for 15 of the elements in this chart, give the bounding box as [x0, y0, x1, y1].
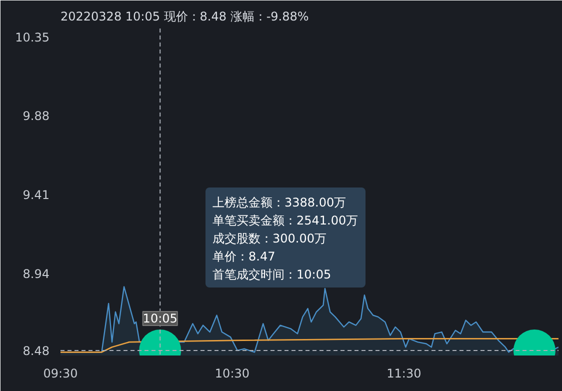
ref-line-label: 10:05: [142, 312, 178, 326]
y-tick-label: 9.88: [22, 109, 50, 124]
x-tick-label: 09:30: [43, 366, 78, 380]
y-tick-label: 8.48: [22, 344, 50, 358]
y-tick-label: 9.41: [22, 188, 50, 202]
annotation: 单笔买卖金额：2541.00万: [212, 214, 358, 228]
chart-title: 20220328 10:05 现价：8.48 涨幅：-9.88%: [60, 10, 309, 24]
x-tick-label: 10:30: [214, 366, 250, 380]
y-tick-label: 8.94: [22, 266, 50, 281]
annotation: 单价：8.47: [212, 250, 276, 264]
annotation: 首笔成交时间：10:05: [212, 268, 332, 282]
x-tick-label: 11:30: [386, 366, 422, 380]
annotation: 成交股数：300.00万: [212, 232, 326, 246]
y-tick-label: 10.35: [15, 30, 50, 44]
annotation: 上榜总金额：3388.00万: [212, 196, 346, 210]
